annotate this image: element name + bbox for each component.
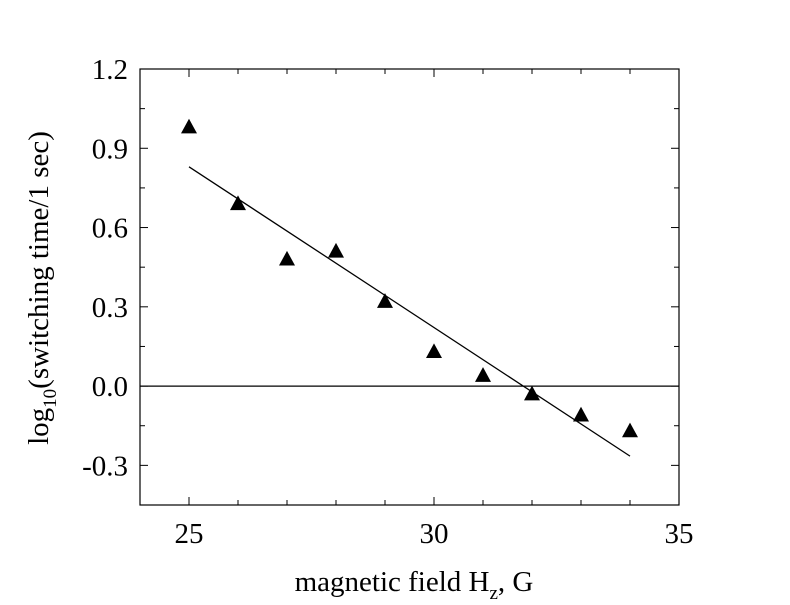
fit-line-group xyxy=(188,166,631,457)
data-point-triangle xyxy=(377,293,393,308)
x-tick-label: 25 xyxy=(175,518,204,550)
data-point-triangle xyxy=(328,242,344,258)
plot-frame xyxy=(139,68,680,506)
y-tick-label: -0.3 xyxy=(82,450,128,482)
y-axis-title: log10(switching time/1 sec) xyxy=(23,131,61,445)
data-point-triangle xyxy=(279,250,295,266)
data-point-triangle xyxy=(181,118,197,134)
x-tick-label: 30 xyxy=(420,518,449,550)
data-point-triangle xyxy=(475,367,491,382)
axis-ticks xyxy=(139,68,680,506)
data-point-triangle xyxy=(230,195,246,211)
x-axis-title: magnetic field Hz, G xyxy=(295,566,534,604)
data-point-triangle xyxy=(524,385,540,401)
fit-line xyxy=(188,166,631,457)
y-tick-label: 0.9 xyxy=(92,133,128,165)
data-points xyxy=(181,118,638,438)
y-tick-label: 0.6 xyxy=(92,213,128,245)
y-tick-label: 1.2 xyxy=(92,54,128,86)
data-point-triangle xyxy=(573,406,589,422)
x-tick-label: 35 xyxy=(665,518,694,550)
data-point-triangle xyxy=(622,422,638,438)
plot-border xyxy=(139,68,680,506)
y-tick-label: 0.3 xyxy=(92,292,128,324)
y-tick-label: 0.0 xyxy=(92,371,128,403)
axis-tick-labels: 25 30 35 -0.3 0.0 0.3 0.6 0.9 1.2 xyxy=(82,54,693,550)
data-point-triangle xyxy=(426,343,442,359)
